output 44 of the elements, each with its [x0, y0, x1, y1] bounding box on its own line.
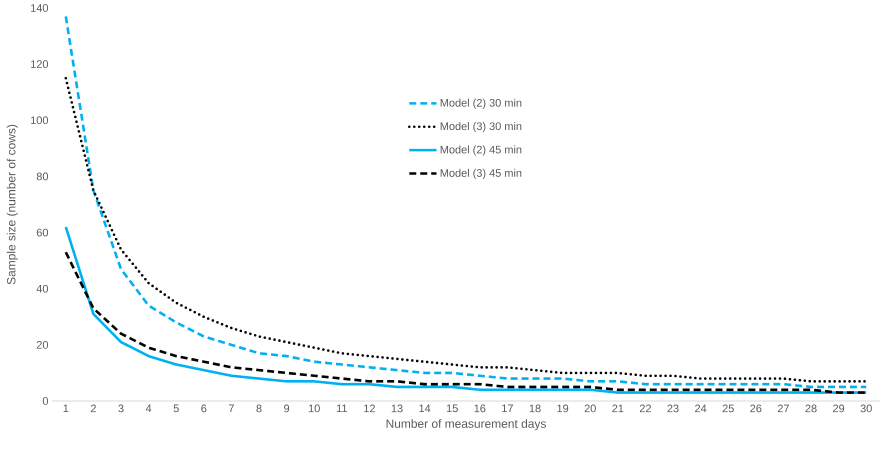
x-tick-label: 21 [612, 404, 624, 412]
legend-label: Model (2) 45 min [440, 145, 522, 156]
x-tick-label: 7 [228, 404, 234, 412]
x-tick-label: 2 [90, 404, 96, 412]
legend-label: Model (3) 45 min [440, 168, 522, 179]
x-tick-label: 3 [118, 404, 124, 412]
x-tick-label: 26 [750, 404, 762, 412]
x-axis-title: Number of measurement days [386, 419, 546, 430]
x-tick-label: 13 [392, 404, 403, 412]
x-tick-label: 25 [722, 404, 734, 412]
x-tick-label: 22 [640, 404, 651, 412]
x-tick-label: 27 [778, 404, 789, 412]
y-tick-label: 80 [36, 172, 48, 180]
x-tick-label: 17 [502, 404, 513, 412]
x-tick-label: 20 [584, 404, 596, 412]
x-tick-label: 12 [364, 404, 375, 412]
x-tick-label: 1 [64, 404, 68, 412]
y-tick-label: 120 [31, 60, 48, 68]
x-tick-label: 28 [805, 404, 817, 412]
y-tick-label: 100 [31, 116, 48, 124]
x-tick-label: 15 [446, 404, 458, 412]
y-axis-title: Sample size (number of cows) [6, 124, 18, 284]
x-tick-label: 30 [860, 404, 872, 412]
legend-label: Model (3) 30 min [440, 122, 522, 132]
x-tick-label: 6 [201, 404, 206, 412]
x-tick-label: 16 [474, 404, 486, 412]
x-tick-label: 11 [336, 404, 347, 412]
y-tick-label: 0 [42, 397, 48, 405]
y-tick-label: 60 [36, 228, 48, 236]
x-tick-label: 14 [419, 404, 430, 412]
x-tick-label: 19 [557, 404, 568, 412]
x-tick-label: 24 [695, 404, 706, 412]
y-tick-label: 40 [36, 284, 48, 293]
x-tick-label: 9 [284, 404, 290, 412]
x-tick-label: 8 [256, 404, 262, 412]
legend-label: Model (2) 30 min [440, 98, 522, 109]
x-tick-label: 29 [833, 404, 844, 412]
x-tick-label: 23 [667, 404, 679, 412]
x-tick-label: 18 [530, 404, 541, 412]
y-tick-label: 140 [31, 4, 48, 12]
y-tick-label: 20 [36, 340, 48, 349]
x-tick-label: 10 [308, 404, 320, 412]
x-tick-label: 4 [146, 404, 152, 412]
x-tick-label: 5 [174, 404, 179, 412]
